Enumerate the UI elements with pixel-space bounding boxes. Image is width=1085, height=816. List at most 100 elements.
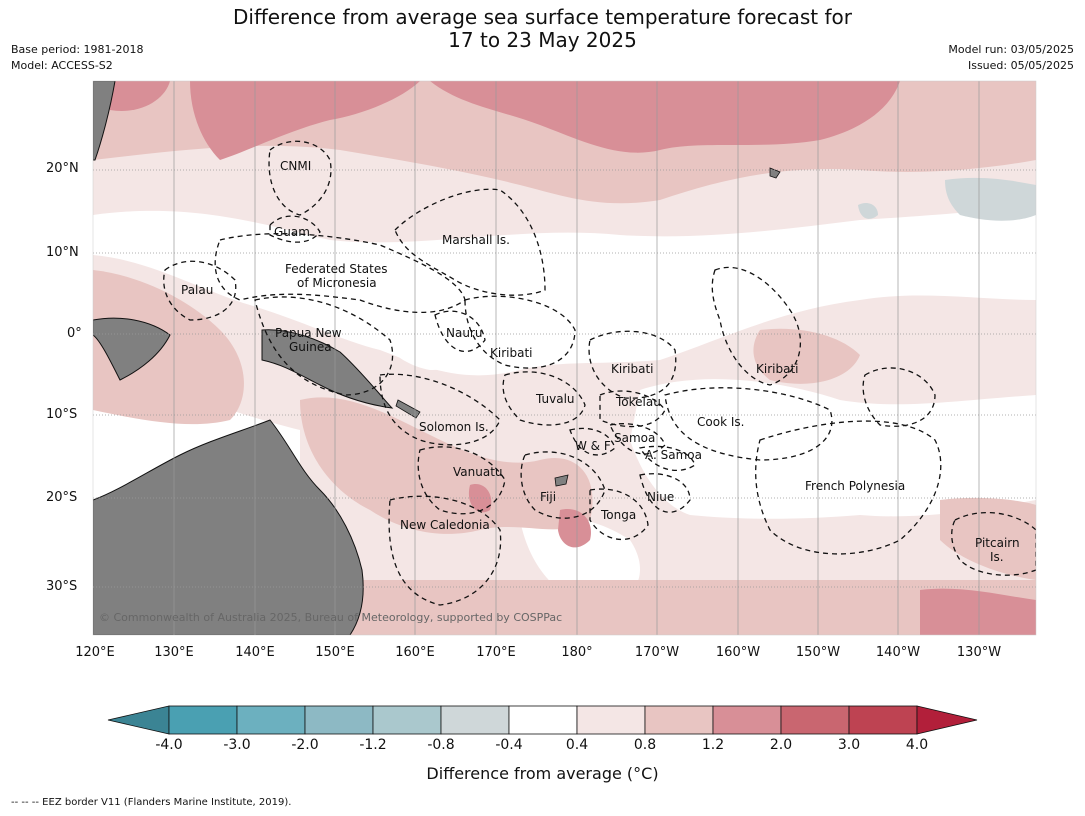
- label-marshall: Marshall Is.: [442, 233, 510, 247]
- label-kiribati-west: Kiribati: [490, 346, 532, 360]
- base-period: Base period: 1981-2018: [11, 43, 144, 56]
- lon-label-170e: 170°E: [476, 645, 516, 660]
- colorbar: [107, 705, 978, 735]
- lat-label-30s: 30°S: [46, 579, 78, 594]
- colorbar-tick: 1.2: [701, 737, 725, 753]
- lon-label-160w: 160°W: [715, 645, 761, 660]
- label-wf: W & F: [575, 439, 611, 453]
- graticule: [93, 81, 1036, 635]
- label-kiribati-east: Kiribati: [756, 362, 798, 376]
- label-vanuatu: Vanuatu: [453, 465, 503, 479]
- eez-tonga: [589, 488, 649, 541]
- label-png-line1: Papua New: [275, 326, 342, 340]
- label-nauru: Nauru: [446, 326, 482, 340]
- eez-new-caledonia: [388, 495, 502, 606]
- issued-date: Issued: 05/05/2025: [967, 59, 1074, 72]
- eez-pitcairn: [951, 512, 1036, 576]
- label-french-polynesia: French Polynesia: [805, 479, 905, 493]
- colorbar-swatch: [508, 705, 578, 735]
- lon-label-160e: 160°E: [395, 645, 435, 660]
- label-pitcairn-line1: Pitcairn: [975, 536, 1020, 550]
- lon-label-170w: 170°W: [634, 645, 680, 660]
- lat-label-0: 0°: [67, 326, 82, 341]
- label-tuvalu: Tuvalu: [535, 392, 575, 406]
- eez-vanuatu: [417, 446, 506, 515]
- label-pitcairn-line2: Is.: [990, 550, 1004, 564]
- warm-hot-north: [430, 81, 900, 153]
- colorbar-swatch: [236, 705, 306, 735]
- eez-marshall: [394, 188, 546, 296]
- map-frame: [92, 80, 1037, 636]
- label-png-line2: Guinea: [289, 340, 332, 354]
- colorbar-tick: -1.2: [359, 737, 387, 753]
- colorbar-tick: -2.0: [291, 737, 319, 753]
- label-fsm-line2: of Micronesia: [297, 276, 377, 290]
- colorbar-tick: 2.0: [769, 737, 793, 753]
- colorbar-tick: -4.0: [155, 737, 183, 753]
- warm-hot-corner: [100, 81, 170, 111]
- lon-label-120e: 120°E: [75, 645, 115, 660]
- colorbar-tick: -3.0: [223, 737, 251, 753]
- neutral-patch-png-east: [360, 296, 483, 370]
- label-guam: Guam: [274, 225, 310, 239]
- label-solomon: Solomon Is.: [419, 420, 489, 434]
- eez-tokelau: [599, 390, 666, 428]
- neutral-band-equatorial: [93, 205, 1036, 376]
- land-solomon-is: [395, 399, 421, 419]
- copyright-notice: © Commonwealth of Australia 2025, Bureau…: [99, 611, 562, 624]
- colorbar-tick: 0.4: [565, 737, 589, 753]
- colorbar-swatch: [848, 705, 918, 735]
- label-palau: Palau: [181, 283, 213, 297]
- colorbar-swatch: [780, 705, 850, 735]
- eez-cnmi: [268, 140, 332, 216]
- lat-label-10n: 10°N: [46, 245, 79, 260]
- neutral-patch-south-pacific: [630, 379, 1036, 519]
- colorbar-extend-low: [107, 705, 170, 735]
- eez-nauru: [434, 310, 486, 353]
- title-line-2: 17 to 23 May 2025: [448, 28, 637, 52]
- meta-left: Base period: 1981-2018 Model: ACCESS-S2: [11, 42, 143, 74]
- eez-kiribati-west: [464, 295, 576, 369]
- eez-footnote: -- -- -- EEZ border V11 (Flanders Marine…: [11, 797, 292, 808]
- cool-patch-small: [858, 203, 878, 219]
- land-hawaii: [769, 167, 781, 179]
- colorbar-swatch: [440, 705, 510, 735]
- warm-patch-melanesia: [300, 397, 593, 534]
- colorbar-extend-high: [916, 705, 978, 735]
- colorbar-swatch: [304, 705, 374, 735]
- label-kiribati-central: Kiribati: [611, 362, 653, 376]
- eez-line-is: [862, 367, 936, 427]
- eez-french-polynesia: [755, 420, 942, 555]
- label-cnmi: CNMI: [280, 159, 311, 173]
- label-fiji: Fiji: [540, 490, 556, 504]
- label-tokelau: Tokelau: [615, 395, 661, 409]
- lat-label-10s: 10°S: [46, 407, 78, 422]
- cool-patch-northeast: [945, 177, 1036, 221]
- colorbar-swatch: [576, 705, 646, 735]
- warm-hot-south-east: [920, 588, 1036, 635]
- land-fiji: [554, 474, 569, 487]
- lat-label-20s: 20°S: [46, 490, 78, 505]
- label-fsm-line1: Federated States: [285, 262, 387, 276]
- colorbar-tick: 0.8: [633, 737, 657, 753]
- eez-fsm: [214, 233, 466, 314]
- colorbar-swatch: [168, 705, 238, 735]
- lon-label-150w: 150°W: [795, 645, 841, 660]
- label-cook: Cook Is.: [697, 415, 744, 429]
- lon-label-130e: 130°E: [154, 645, 194, 660]
- colorbar-tick: -0.8: [427, 737, 455, 753]
- warm-patch-west: [93, 270, 244, 425]
- label-samoa: Samoa: [614, 431, 655, 445]
- eez-guam: [269, 215, 321, 243]
- colorbar-tick: 4.0: [905, 737, 929, 753]
- lon-label-150e: 150°E: [315, 645, 355, 660]
- lon-label-180: 180°: [561, 645, 593, 660]
- warm-hot-northwest: [190, 81, 420, 160]
- lon-label-140w: 140°W: [875, 645, 921, 660]
- eez-wf: [569, 427, 616, 456]
- eez-png: [254, 296, 394, 396]
- lat-label-20n: 20°N: [46, 161, 79, 176]
- warm-patch-central: [753, 328, 860, 384]
- land-asia-coast: [93, 81, 116, 161]
